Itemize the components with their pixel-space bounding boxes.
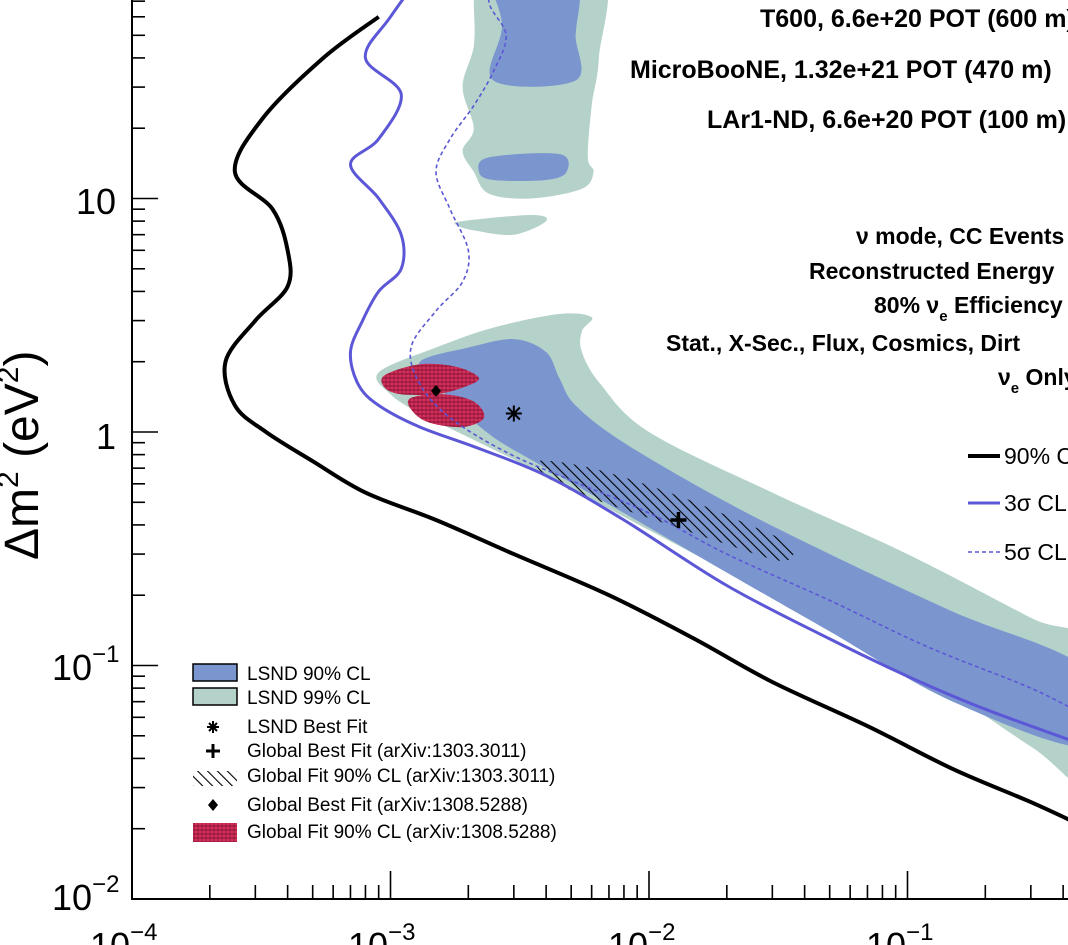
y-tick-label-1: 1: [96, 416, 116, 457]
legend-marker-asterisk: [207, 721, 219, 733]
global-fit-90-1308-region: [381, 363, 485, 428]
y-axis-title: Δm2 (eV2): [0, 351, 49, 560]
lsnd-99-contour-1: [454, 215, 547, 236]
lsnd-90-contour-0: [489, 0, 582, 87]
legend-marker-diamond: [208, 799, 218, 811]
experiment-label-lar1nd: LAr1-ND, 6.6e+20 POT (100 m): [707, 106, 1066, 134]
x-tick-label-1e-2: 10−2: [608, 919, 675, 945]
legend-swatch-lsnd99: [192, 687, 238, 706]
experiment-label-t600: T600, 6.6e+20 POT (600 m): [760, 5, 1068, 33]
curve-90cl: [222, 15, 1068, 822]
legend-label-lsnd-best-fit: LSND Best Fit: [247, 717, 368, 738]
legend-label-5sigma: 5σ CL: [1004, 539, 1067, 565]
y-tick-label-1e-1: 10−1: [52, 641, 119, 688]
best-fit-marker-diamond: [431, 384, 442, 397]
plot-area: [222, 0, 1068, 822]
legend-label-global90-1303: Global Fit 90% CL (arXiv:1303.3011): [247, 766, 555, 787]
sensitivity-legend: 90% CL 3σ CL 5σ CL: [968, 443, 1068, 565]
global-1308-contour-0: [381, 363, 480, 396]
curve-5sigma: [409, 0, 1068, 708]
info-systematics: Stat., X-Sec., Flux, Cosmics, Dirt: [666, 330, 1020, 356]
lsnd-90-contour-1: [478, 153, 569, 182]
x-tick-label-1e-4: 10−4: [90, 919, 157, 945]
legend-label-lsnd90: LSND 90% CL: [247, 664, 371, 685]
legend-label-global90-1308: Global Fit 90% CL (arXiv:1308.5288): [247, 822, 557, 843]
y-tick-label-1e-2: 10−2: [52, 871, 119, 918]
legend-label-90cl: 90% CL: [1004, 443, 1068, 469]
legend-swatch-global90-1303: [193, 771, 237, 786]
legend-label-global-best-fit-1308: Global Best Fit (arXiv:1308.5288): [247, 795, 528, 816]
legend-label-lsnd99: LSND 99% CL: [247, 688, 371, 709]
best-fit-markers: [431, 384, 687, 528]
info-mode: ν mode, CC Events: [856, 223, 1064, 249]
best-fit-marker-cross: [670, 511, 687, 528]
best-fit-marker-asterisk: [505, 405, 522, 422]
info-energy: Reconstructed Energy: [809, 258, 1055, 284]
info-nue-only: νe Only: [998, 364, 1068, 397]
legend-swatch-global90-1308: [193, 823, 237, 842]
experiment-label-microboone: MicroBooNE, 1.32e+21 POT (470 m): [630, 56, 1052, 84]
y-ticks: [132, 0, 158, 900]
x-tick-label-1e-3: 10−3: [348, 919, 415, 945]
global-1308-contour-1: [407, 394, 485, 428]
legend-marker-cross: [206, 744, 220, 758]
legend-label-global-best-fit-1303: Global Best Fit (arXiv:1303.3011): [247, 741, 527, 762]
x-ticks: [131, 871, 1064, 899]
x-tick-label-1e-1: 10−1: [866, 919, 933, 945]
global-fit-90-1303-region: [535, 460, 794, 562]
legend-swatch-lsnd90: [192, 663, 238, 682]
legend-label-3sigma: 3σ CL: [1004, 490, 1067, 516]
curve-3sigma: [348, 0, 1068, 741]
info-efficiency: 80% νe Efficiency: [874, 292, 1063, 325]
legend: LSND 90% CL LSND 99% CL LSND Best Fit Gl…: [192, 663, 557, 843]
y-tick-label-10: 10: [76, 181, 116, 222]
